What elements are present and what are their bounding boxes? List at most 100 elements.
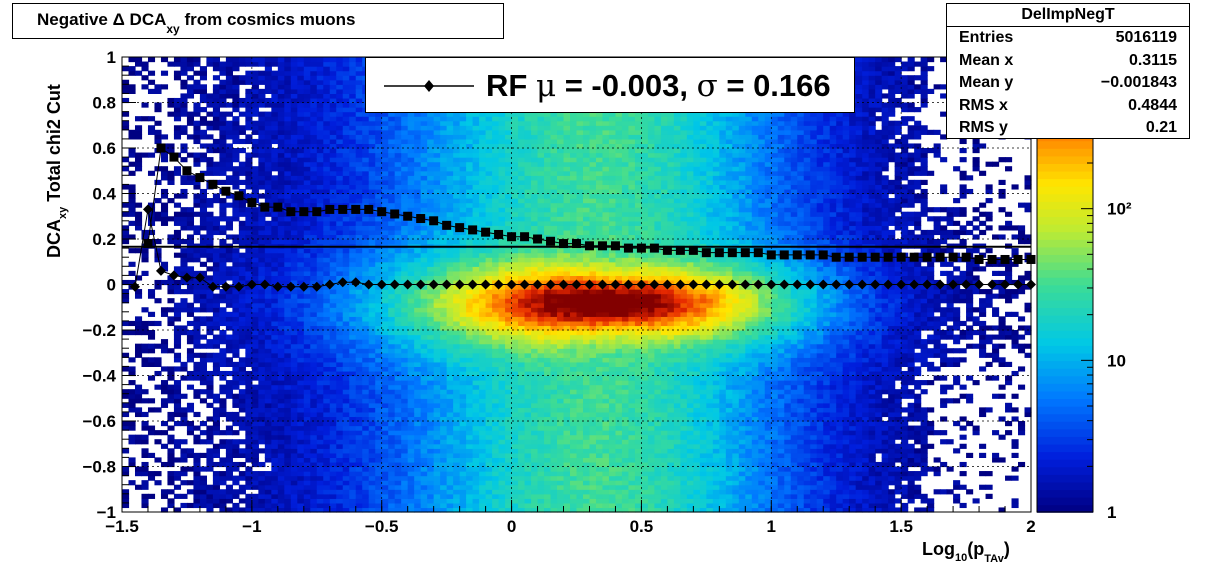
heatmap-cell bbox=[232, 480, 240, 486]
heatmap-cell bbox=[355, 270, 363, 276]
heatmap-cell bbox=[160, 366, 169, 372]
heatmap-cell bbox=[271, 425, 279, 431]
heatmap-cell bbox=[284, 434, 292, 440]
heatmap-cell bbox=[245, 102, 253, 108]
heatmap-cell bbox=[277, 498, 285, 504]
heatmap-cell bbox=[193, 202, 201, 208]
heatmap-cell bbox=[388, 348, 396, 354]
heatmap-cell bbox=[238, 179, 246, 185]
heatmap-cell bbox=[453, 125, 461, 131]
heatmap-cell bbox=[453, 434, 461, 440]
heatmap-cell bbox=[427, 421, 435, 427]
heatmap-cell bbox=[323, 380, 331, 386]
heatmap-cell bbox=[394, 439, 402, 445]
heatmap-cell bbox=[310, 484, 318, 490]
heatmap-cell bbox=[271, 184, 279, 190]
heatmap-cell bbox=[498, 357, 506, 363]
heatmap-cell bbox=[492, 275, 500, 281]
heatmap-cell bbox=[277, 489, 285, 495]
heatmap-cell bbox=[277, 88, 285, 94]
heatmap-cell bbox=[212, 307, 220, 313]
heatmap-cell bbox=[264, 361, 272, 367]
heatmap-cell bbox=[193, 352, 201, 358]
heatmap-cell bbox=[433, 325, 441, 331]
heatmap-cell bbox=[277, 425, 285, 431]
heatmap-cell bbox=[440, 370, 448, 377]
heatmap-cell bbox=[355, 152, 363, 158]
heatmap-cell bbox=[160, 430, 169, 436]
heatmap-cell bbox=[407, 502, 415, 509]
heatmap-cell bbox=[472, 475, 480, 481]
heatmap-cell bbox=[472, 307, 480, 313]
heatmap-cell bbox=[180, 129, 188, 135]
heatmap-cell bbox=[414, 202, 422, 208]
heatmap-cell bbox=[284, 471, 292, 477]
heatmap-cell bbox=[264, 275, 272, 281]
heatmap-cell bbox=[336, 252, 344, 258]
heatmap-cell bbox=[381, 170, 389, 176]
heatmap-cell bbox=[303, 134, 311, 140]
heatmap-cell bbox=[329, 357, 337, 363]
heatmap-cell bbox=[388, 293, 396, 299]
heatmap-cell bbox=[440, 289, 448, 295]
heatmap-cell bbox=[342, 157, 350, 163]
heatmap-cell bbox=[427, 402, 435, 408]
heatmap-cell bbox=[459, 179, 467, 185]
heatmap-cell bbox=[212, 148, 220, 154]
heatmap-cell bbox=[329, 166, 337, 172]
heatmap-cell bbox=[375, 225, 383, 231]
heatmap-cell bbox=[303, 498, 311, 504]
heatmap-cell bbox=[466, 311, 474, 317]
heatmap-cell bbox=[498, 430, 506, 436]
heatmap-cell bbox=[362, 316, 370, 322]
heatmap-cell bbox=[466, 393, 474, 399]
heatmap-cell bbox=[394, 339, 402, 345]
heatmap-cell bbox=[349, 216, 357, 222]
heatmap-cell bbox=[440, 357, 448, 363]
heatmap-cell bbox=[375, 316, 383, 322]
heatmap-cell bbox=[277, 143, 285, 149]
heatmap-cell bbox=[212, 61, 220, 67]
heatmap-cell bbox=[362, 234, 370, 240]
heatmap-cell bbox=[420, 175, 428, 181]
heatmap-cell bbox=[310, 316, 318, 322]
heatmap-cell bbox=[329, 84, 337, 90]
heatmap-cell bbox=[466, 307, 474, 313]
heatmap-cell bbox=[368, 307, 376, 313]
heatmap-cell bbox=[316, 152, 324, 158]
heatmap-cell bbox=[284, 393, 292, 399]
heatmap-cell bbox=[232, 416, 240, 422]
heatmap-cell bbox=[479, 184, 487, 190]
heatmap-cell bbox=[388, 229, 396, 236]
heatmap-cell bbox=[362, 148, 370, 154]
heatmap-cell bbox=[173, 166, 182, 172]
heatmap-cell bbox=[141, 498, 149, 504]
heatmap-cell bbox=[316, 188, 324, 195]
heatmap-cell bbox=[466, 239, 474, 245]
heatmap-cell bbox=[206, 402, 214, 408]
heatmap-cell bbox=[440, 443, 448, 449]
heatmap-cell bbox=[212, 498, 220, 504]
heatmap-cell bbox=[310, 107, 318, 113]
heatmap-cell bbox=[258, 102, 266, 108]
heatmap-cell bbox=[420, 302, 428, 308]
heatmap-cell bbox=[238, 393, 246, 399]
heatmap-cell bbox=[420, 398, 428, 404]
heatmap-cell bbox=[310, 129, 318, 135]
heatmap-cell bbox=[212, 248, 220, 254]
heatmap-cell bbox=[271, 393, 279, 399]
heatmap-cell bbox=[264, 421, 272, 427]
heatmap-cell bbox=[297, 439, 305, 445]
heatmap-cell bbox=[303, 461, 311, 468]
heatmap-cell bbox=[453, 216, 461, 222]
heatmap-cell bbox=[492, 393, 500, 399]
heatmap-cell bbox=[212, 393, 220, 399]
heatmap-cell bbox=[453, 343, 461, 349]
heatmap-cell bbox=[440, 234, 448, 240]
heatmap-cell bbox=[303, 439, 311, 445]
heatmap-cell bbox=[342, 461, 350, 468]
heatmap-cell bbox=[141, 502, 149, 509]
heatmap-cell bbox=[212, 198, 220, 204]
heatmap-cell bbox=[498, 270, 506, 276]
heatmap-cell bbox=[362, 257, 370, 263]
